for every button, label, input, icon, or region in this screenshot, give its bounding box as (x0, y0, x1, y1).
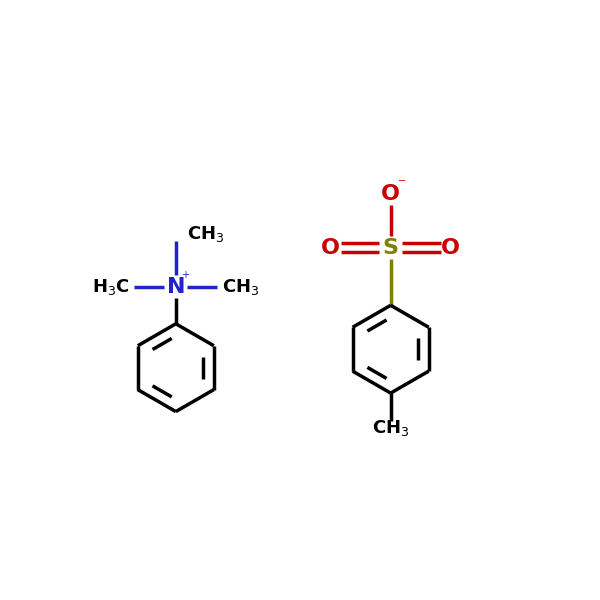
Text: O: O (321, 238, 340, 257)
Text: $^-$: $^-$ (395, 177, 406, 191)
Text: CH$_3$: CH$_3$ (187, 224, 225, 244)
Text: CH$_3$: CH$_3$ (222, 277, 259, 297)
Text: N: N (167, 277, 185, 297)
Text: CH$_3$: CH$_3$ (372, 418, 409, 438)
Text: S: S (383, 238, 398, 257)
Text: H$_3$C: H$_3$C (92, 277, 130, 297)
Text: $^+$: $^+$ (179, 269, 190, 284)
Text: O: O (441, 238, 460, 257)
Text: O: O (381, 184, 400, 205)
